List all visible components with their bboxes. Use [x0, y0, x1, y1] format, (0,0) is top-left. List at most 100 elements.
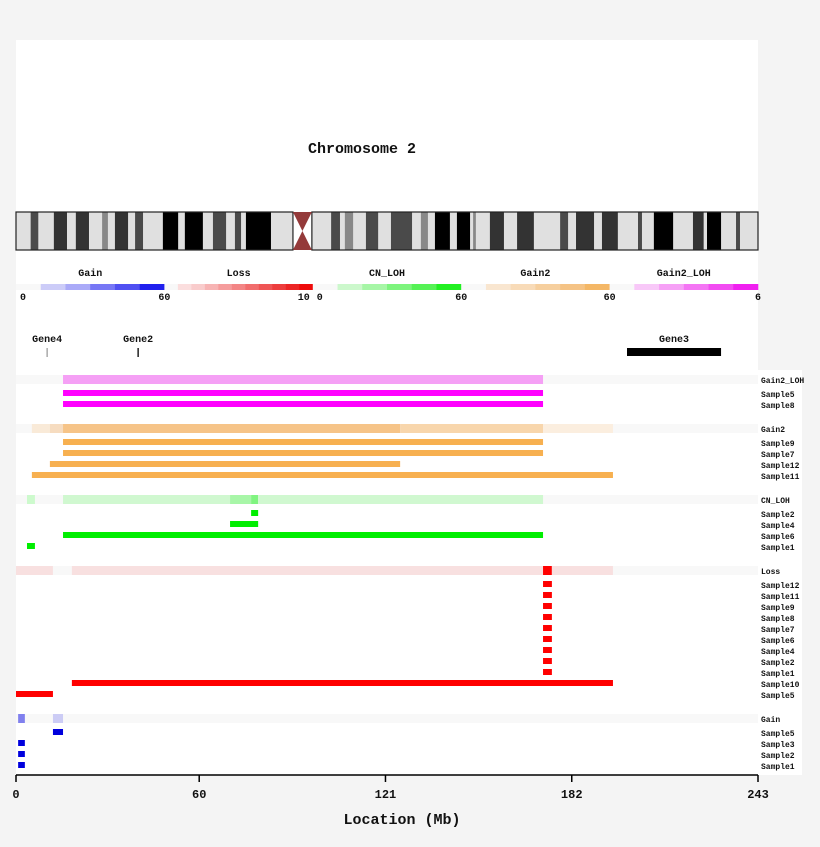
sample-label: Sample5 — [761, 730, 795, 739]
sample-segment — [31, 472, 613, 478]
chromosome-ideogram — [15, 211, 759, 251]
legend-color-cell — [245, 284, 260, 290]
legend-color-cell — [461, 284, 487, 290]
cytoband — [331, 212, 340, 250]
sample-segment — [63, 439, 544, 445]
legend-title: Gain — [78, 268, 102, 280]
group-label: Loss — [761, 568, 780, 577]
cytoband — [560, 212, 569, 250]
group-label: Gain2 — [761, 426, 785, 435]
sample-segment — [16, 691, 53, 697]
p-arm-outline — [15, 211, 294, 251]
legend-color-cell — [485, 284, 511, 290]
gene-marker — [46, 348, 48, 357]
sample-label: Sample5 — [761, 391, 795, 400]
cytoband — [489, 212, 504, 250]
sample-label: Sample1 — [761, 763, 795, 772]
cytoband — [30, 212, 39, 250]
sample-label: Sample5 — [761, 692, 795, 701]
sample-segment — [543, 614, 552, 620]
legend-end-label: 6 — [755, 293, 761, 304]
legend-color-cell — [560, 284, 586, 290]
sample-label: Sample12 — [761, 582, 800, 591]
summary-segment — [52, 714, 64, 723]
sample-segment — [52, 729, 64, 735]
q-arm-outline — [311, 211, 759, 251]
cytoband — [234, 212, 242, 250]
cytoband — [456, 212, 471, 250]
cytoband — [517, 212, 534, 250]
cytoband — [114, 212, 129, 250]
cytoband — [707, 212, 722, 250]
cytoband — [102, 212, 108, 250]
legend-color-cell — [285, 284, 300, 290]
legend-color-cell — [387, 284, 413, 290]
group-label: CN_LOH — [761, 497, 790, 506]
q-arm — [311, 212, 758, 250]
cytoband — [162, 212, 179, 250]
cytoband — [692, 212, 704, 250]
summary-segment — [400, 424, 544, 433]
sample-label: Sample8 — [761, 402, 795, 411]
sample-label: Sample12 — [761, 462, 800, 471]
legend-title: Gain2 — [520, 268, 550, 280]
legend-color-cell — [659, 284, 685, 290]
legend-color-cell — [272, 284, 287, 290]
summary-segment — [16, 566, 53, 575]
x-axis-label: Location (Mb) — [343, 812, 460, 829]
sample-segment — [251, 510, 259, 516]
sample-segment — [49, 461, 401, 467]
sample-label: Sample4 — [761, 648, 795, 657]
sample-label: Sample2 — [761, 752, 795, 761]
cytoband — [365, 212, 379, 250]
legend-color-cell — [65, 284, 91, 290]
label-column — [758, 370, 802, 775]
sample-label: Sample9 — [761, 440, 795, 449]
sample-segment — [71, 680, 613, 686]
sample-segment — [18, 751, 25, 757]
x-tick-label: 243 — [747, 788, 769, 802]
gene-marker — [137, 348, 139, 357]
cytoband — [245, 212, 271, 250]
gene-label: Gene4 — [32, 335, 62, 346]
sample-label: Sample8 — [761, 615, 795, 624]
gene-marker — [627, 348, 722, 356]
legend-color-cell — [584, 284, 610, 290]
sample-label: Sample11 — [761, 473, 800, 482]
cytoband — [212, 212, 227, 250]
sample-segment — [543, 581, 552, 587]
sample-segment — [543, 647, 552, 653]
legend-color-cell — [299, 284, 314, 290]
summary-segment — [551, 566, 613, 575]
sample-label: Sample4 — [761, 522, 795, 531]
x-tick-label: 121 — [375, 788, 397, 802]
sample-segment — [543, 625, 552, 631]
legend-color-cell — [139, 284, 165, 290]
sample-segment — [18, 762, 25, 768]
summary-segment — [230, 495, 252, 504]
legend-color-cell — [683, 284, 709, 290]
x-tick-label: 0 — [12, 788, 19, 802]
sample-label: Sample6 — [761, 637, 795, 646]
legend-start-label: 0 — [20, 293, 26, 304]
cytoband — [601, 212, 618, 250]
sample-segment — [63, 390, 544, 396]
x-tick-label: 60 — [192, 788, 206, 802]
legend-title: Gain2_LOH — [657, 268, 711, 280]
plot-panel — [16, 40, 758, 775]
summary-segment — [18, 714, 25, 723]
legend-color-cell — [436, 284, 462, 290]
cytoband — [184, 212, 203, 250]
legend-color-cell — [312, 284, 338, 290]
legend-start-label: 0 — [317, 293, 323, 304]
legend-title: CN_LOH — [369, 269, 405, 280]
summary-row-background — [16, 714, 758, 723]
legend-color-cell — [510, 284, 536, 290]
legend-color-cell — [411, 284, 437, 290]
group-label: Gain2_LOH — [761, 377, 804, 386]
summary-segment — [49, 424, 64, 433]
cytoband — [736, 212, 740, 250]
legend-color-cell — [231, 284, 246, 290]
summary-segment — [251, 495, 259, 504]
sample-tracks: Gain2_LOH Sample5 Sample8 Gain2 Sample9 Sampl… — [16, 375, 804, 772]
